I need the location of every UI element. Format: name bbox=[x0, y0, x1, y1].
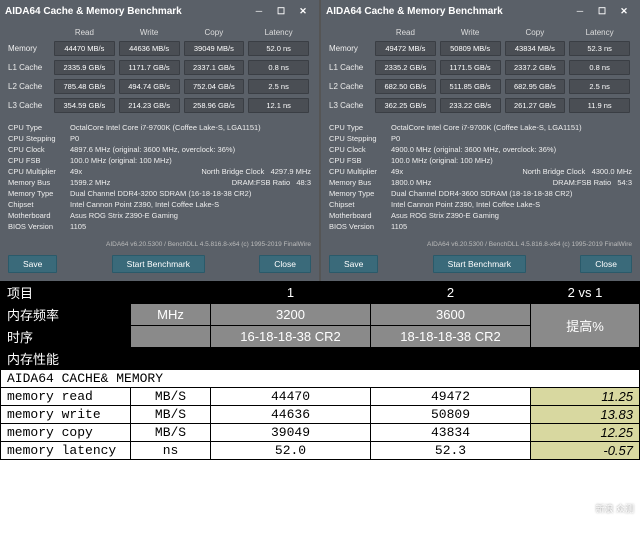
col-read: Read bbox=[52, 28, 117, 37]
metric-cell: 0.8 ns bbox=[569, 60, 630, 75]
metric-cell: 49472 MB/s bbox=[375, 41, 436, 56]
window-title: AIDA64 Cache & Memory Benchmark bbox=[326, 6, 569, 17]
titlebar: AIDA64 Cache & Memory Benchmark ─ ☐ ✕ bbox=[0, 0, 319, 22]
metric-cell: 362.25 GB/s bbox=[375, 98, 436, 113]
metric-cell: 785.48 GB/s bbox=[54, 79, 115, 94]
close-icon[interactable]: ✕ bbox=[613, 3, 635, 19]
metrics-grid: Read Write Copy Latency Memory 44470 MB/… bbox=[0, 22, 319, 123]
metric-cell: 52.3 ns bbox=[569, 41, 630, 56]
save-button[interactable]: Save bbox=[329, 255, 378, 273]
watermark: 新浪 众测 bbox=[595, 502, 634, 515]
minimize-icon[interactable]: ─ bbox=[248, 3, 270, 19]
metric-cell: 511.85 GB/s bbox=[440, 79, 501, 94]
metric-cell: 258.96 GB/s bbox=[184, 98, 245, 113]
metric-cell: 44636 MB/s bbox=[119, 41, 180, 56]
section-title: 内存性能 bbox=[1, 348, 640, 370]
footer-text: AIDA64 v6.20.5300 / BenchDLL 4.5.816.8-x… bbox=[0, 239, 319, 250]
start-benchmark-button[interactable]: Start Benchmark bbox=[112, 255, 205, 273]
metric-cell: 1171.7 GB/s bbox=[119, 60, 180, 75]
panel-left: AIDA64 Cache & Memory Benchmark ─ ☐ ✕ Re… bbox=[0, 0, 319, 281]
metric-cell: 39049 MB/s bbox=[184, 41, 245, 56]
metric-cell: 2335.2 GB/s bbox=[375, 60, 436, 75]
metric-cell: 2337.1 GB/s bbox=[184, 60, 245, 75]
metric-cell: 52.0 ns bbox=[248, 41, 309, 56]
titlebar: AIDA64 Cache & Memory Benchmark ─ ☐ ✕ bbox=[321, 0, 640, 22]
col-latency: Latency bbox=[246, 28, 311, 37]
section-subtitle: AIDA64 CACHE& MEMORY bbox=[1, 370, 640, 388]
system-info: CPU TypeOctalCore Intel Core i7-9700K (C… bbox=[321, 123, 640, 239]
comparison-table: 项目 1 2 2 vs 1 内存频率 MHz 3200 3600 提高% 时序 … bbox=[0, 281, 640, 460]
metric-cell: 261.27 GB/s bbox=[505, 98, 566, 113]
metric-cell: 2.5 ns bbox=[248, 79, 309, 94]
col-copy: Copy bbox=[182, 28, 247, 37]
start-benchmark-button[interactable]: Start Benchmark bbox=[433, 255, 526, 273]
col-write: Write bbox=[117, 28, 182, 37]
metric-cell: 752.04 GB/s bbox=[184, 79, 245, 94]
metric-cell: 0.8 ns bbox=[248, 60, 309, 75]
window-title: AIDA64 Cache & Memory Benchmark bbox=[5, 6, 248, 17]
metric-cell: 1171.5 GB/s bbox=[440, 60, 501, 75]
metric-cell: 2337.2 GB/s bbox=[505, 60, 566, 75]
metric-cell: 12.1 ns bbox=[248, 98, 309, 113]
table-cell: memory write bbox=[1, 406, 131, 424]
footer-text: AIDA64 v6.20.5300 / BenchDLL 4.5.816.8-x… bbox=[321, 239, 640, 250]
metric-cell: 50809 MB/s bbox=[440, 41, 501, 56]
metric-cell: 682.95 GB/s bbox=[505, 79, 566, 94]
minimize-icon[interactable]: ─ bbox=[569, 3, 591, 19]
metric-cell: 354.59 GB/s bbox=[54, 98, 115, 113]
metric-cell: 44470 MB/s bbox=[54, 41, 115, 56]
table-header: 项目 bbox=[1, 282, 131, 304]
metric-cell: 214.23 GB/s bbox=[119, 98, 180, 113]
table-cell: 时序 bbox=[1, 326, 131, 348]
benchmark-panels: AIDA64 Cache & Memory Benchmark ─ ☐ ✕ Re… bbox=[0, 0, 640, 281]
metric-cell: 2.5 ns bbox=[569, 79, 630, 94]
panel-right: AIDA64 Cache & Memory Benchmark ─ ☐ ✕ Re… bbox=[321, 0, 640, 281]
maximize-icon[interactable]: ☐ bbox=[270, 3, 292, 19]
maximize-icon[interactable]: ☐ bbox=[591, 3, 613, 19]
system-info: CPU TypeOctalCore Intel Core i7-9700K (C… bbox=[0, 123, 319, 239]
metrics-grid: Read Write Copy Latency Memory 49472 MB/… bbox=[321, 22, 640, 123]
metric-cell: 682.50 GB/s bbox=[375, 79, 436, 94]
table-cell: memory read bbox=[1, 388, 131, 406]
metric-cell: 494.74 GB/s bbox=[119, 79, 180, 94]
table-cell: 内存频率 bbox=[1, 304, 131, 326]
close-button[interactable]: Close bbox=[259, 255, 311, 273]
metric-cell: 43834 MB/s bbox=[505, 41, 566, 56]
metric-cell: 233.22 GB/s bbox=[440, 98, 501, 113]
table-cell: memory latency bbox=[1, 442, 131, 460]
metric-cell: 11.9 ns bbox=[569, 98, 630, 113]
table-cell: memory copy bbox=[1, 424, 131, 442]
save-button[interactable]: Save bbox=[8, 255, 57, 273]
metric-cell: 2335.9 GB/s bbox=[54, 60, 115, 75]
close-icon[interactable]: ✕ bbox=[292, 3, 314, 19]
close-button[interactable]: Close bbox=[580, 255, 632, 273]
